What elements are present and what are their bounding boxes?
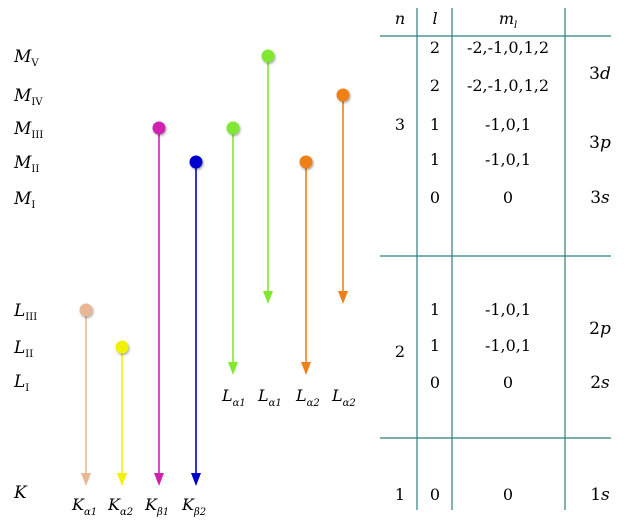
- energy-levels: MV MIV MIII MII MI LIII LII LI K: [13, 47, 390, 503]
- subshell-label: 2p: [589, 319, 611, 339]
- ml-value: -2,-1,0,1,2: [467, 38, 549, 57]
- l-value: 1: [430, 150, 440, 169]
- arrowhead-icon: [154, 473, 164, 486]
- l-value: 2: [430, 76, 440, 95]
- subshell-label: 2s: [590, 373, 610, 393]
- transition-l-alpha2-a: Lα2: [295, 155, 320, 409]
- transition-label: Kα1: [71, 495, 97, 518]
- ml-value: -2,-1,0,1,2: [467, 76, 549, 95]
- subshell-label: 3s: [590, 188, 610, 208]
- origin-dot: [226, 121, 240, 135]
- arrowhead-icon: [263, 291, 273, 304]
- transition-l-alpha1-b: Lα1: [257, 49, 282, 409]
- header-ml: ml: [499, 9, 517, 31]
- quantum-number-table: n l ml 3 2 1 2 2 1 1 0 1 1 0 0 -2,-1,0,1,2 -2,-1,0,1,2 -1…: [380, 8, 611, 510]
- arrowhead-icon: [81, 473, 91, 486]
- ml-value: -1,0,1: [485, 115, 531, 134]
- l-value: 2: [430, 38, 440, 57]
- transition-k-beta2: Kβ2: [181, 155, 206, 518]
- arrowhead-icon: [338, 291, 348, 304]
- arrowhead-icon: [117, 473, 127, 486]
- level-label-MV: MV: [13, 47, 39, 69]
- ml-value: -1,0,1: [485, 300, 531, 319]
- arrowhead-icon: [228, 362, 238, 375]
- origin-dot: [115, 340, 129, 354]
- level-label-MIV: MIV: [13, 86, 43, 108]
- header-n: n: [395, 9, 405, 28]
- origin-dot: [336, 88, 350, 102]
- origin-dot: [299, 155, 313, 169]
- level-label-MII: MII: [13, 153, 39, 175]
- origin-dot: [261, 49, 275, 63]
- level-label-MIII: MIII: [13, 119, 43, 141]
- arrowhead-icon: [301, 362, 311, 375]
- l-value: 0: [430, 485, 440, 504]
- n-value: 1: [395, 485, 405, 504]
- ml-value: 0: [503, 485, 513, 504]
- level-label-LI: LI: [13, 372, 29, 394]
- header-l: l: [432, 9, 437, 28]
- origin-dot: [79, 303, 93, 317]
- transition-label: Lα1: [221, 386, 246, 409]
- ml-value: 0: [503, 373, 513, 392]
- origin-dot: [152, 121, 166, 135]
- subshell-label: 3p: [589, 133, 611, 153]
- origin-dot: [189, 155, 203, 169]
- n-value: 3: [395, 115, 405, 134]
- l-value: 0: [430, 188, 440, 207]
- l-value: 1: [430, 115, 440, 134]
- n-value: 2: [395, 342, 405, 361]
- transition-label: Kβ2: [181, 495, 206, 518]
- transition-label: Kβ1: [144, 495, 169, 518]
- ml-value: 0: [503, 188, 513, 207]
- transition-l-alpha2-b: Lα2: [331, 88, 356, 409]
- ml-value: -1,0,1: [485, 150, 531, 169]
- transition-arrows: Kα1 Kα2 Kβ1 Kβ2 Lα1 Lα1 Lα2 Lα2: [71, 49, 356, 518]
- level-label-K: K: [13, 483, 28, 503]
- level-label-MI: MI: [13, 189, 35, 211]
- arrowhead-icon: [191, 473, 201, 486]
- transition-label: Lα1: [257, 386, 282, 409]
- subshell-label: 1s: [590, 485, 610, 505]
- transition-k-alpha2: Kα2: [107, 340, 133, 518]
- subshell-label: 3d: [589, 64, 611, 84]
- transition-label: Lα2: [331, 386, 356, 409]
- l-value: 0: [430, 373, 440, 392]
- transition-label: Kα2: [107, 495, 133, 518]
- transition-k-alpha1: Kα1: [71, 303, 97, 518]
- ml-value: -1,0,1: [485, 336, 531, 355]
- transition-label: Lα2: [295, 386, 320, 409]
- transition-k-beta1: Kβ1: [144, 121, 169, 518]
- level-label-LIII: LIII: [13, 301, 37, 323]
- level-label-LII: LII: [13, 338, 33, 360]
- l-value: 1: [430, 336, 440, 355]
- transition-l-alpha1-a: Lα1: [221, 121, 246, 409]
- l-value: 1: [430, 300, 440, 319]
